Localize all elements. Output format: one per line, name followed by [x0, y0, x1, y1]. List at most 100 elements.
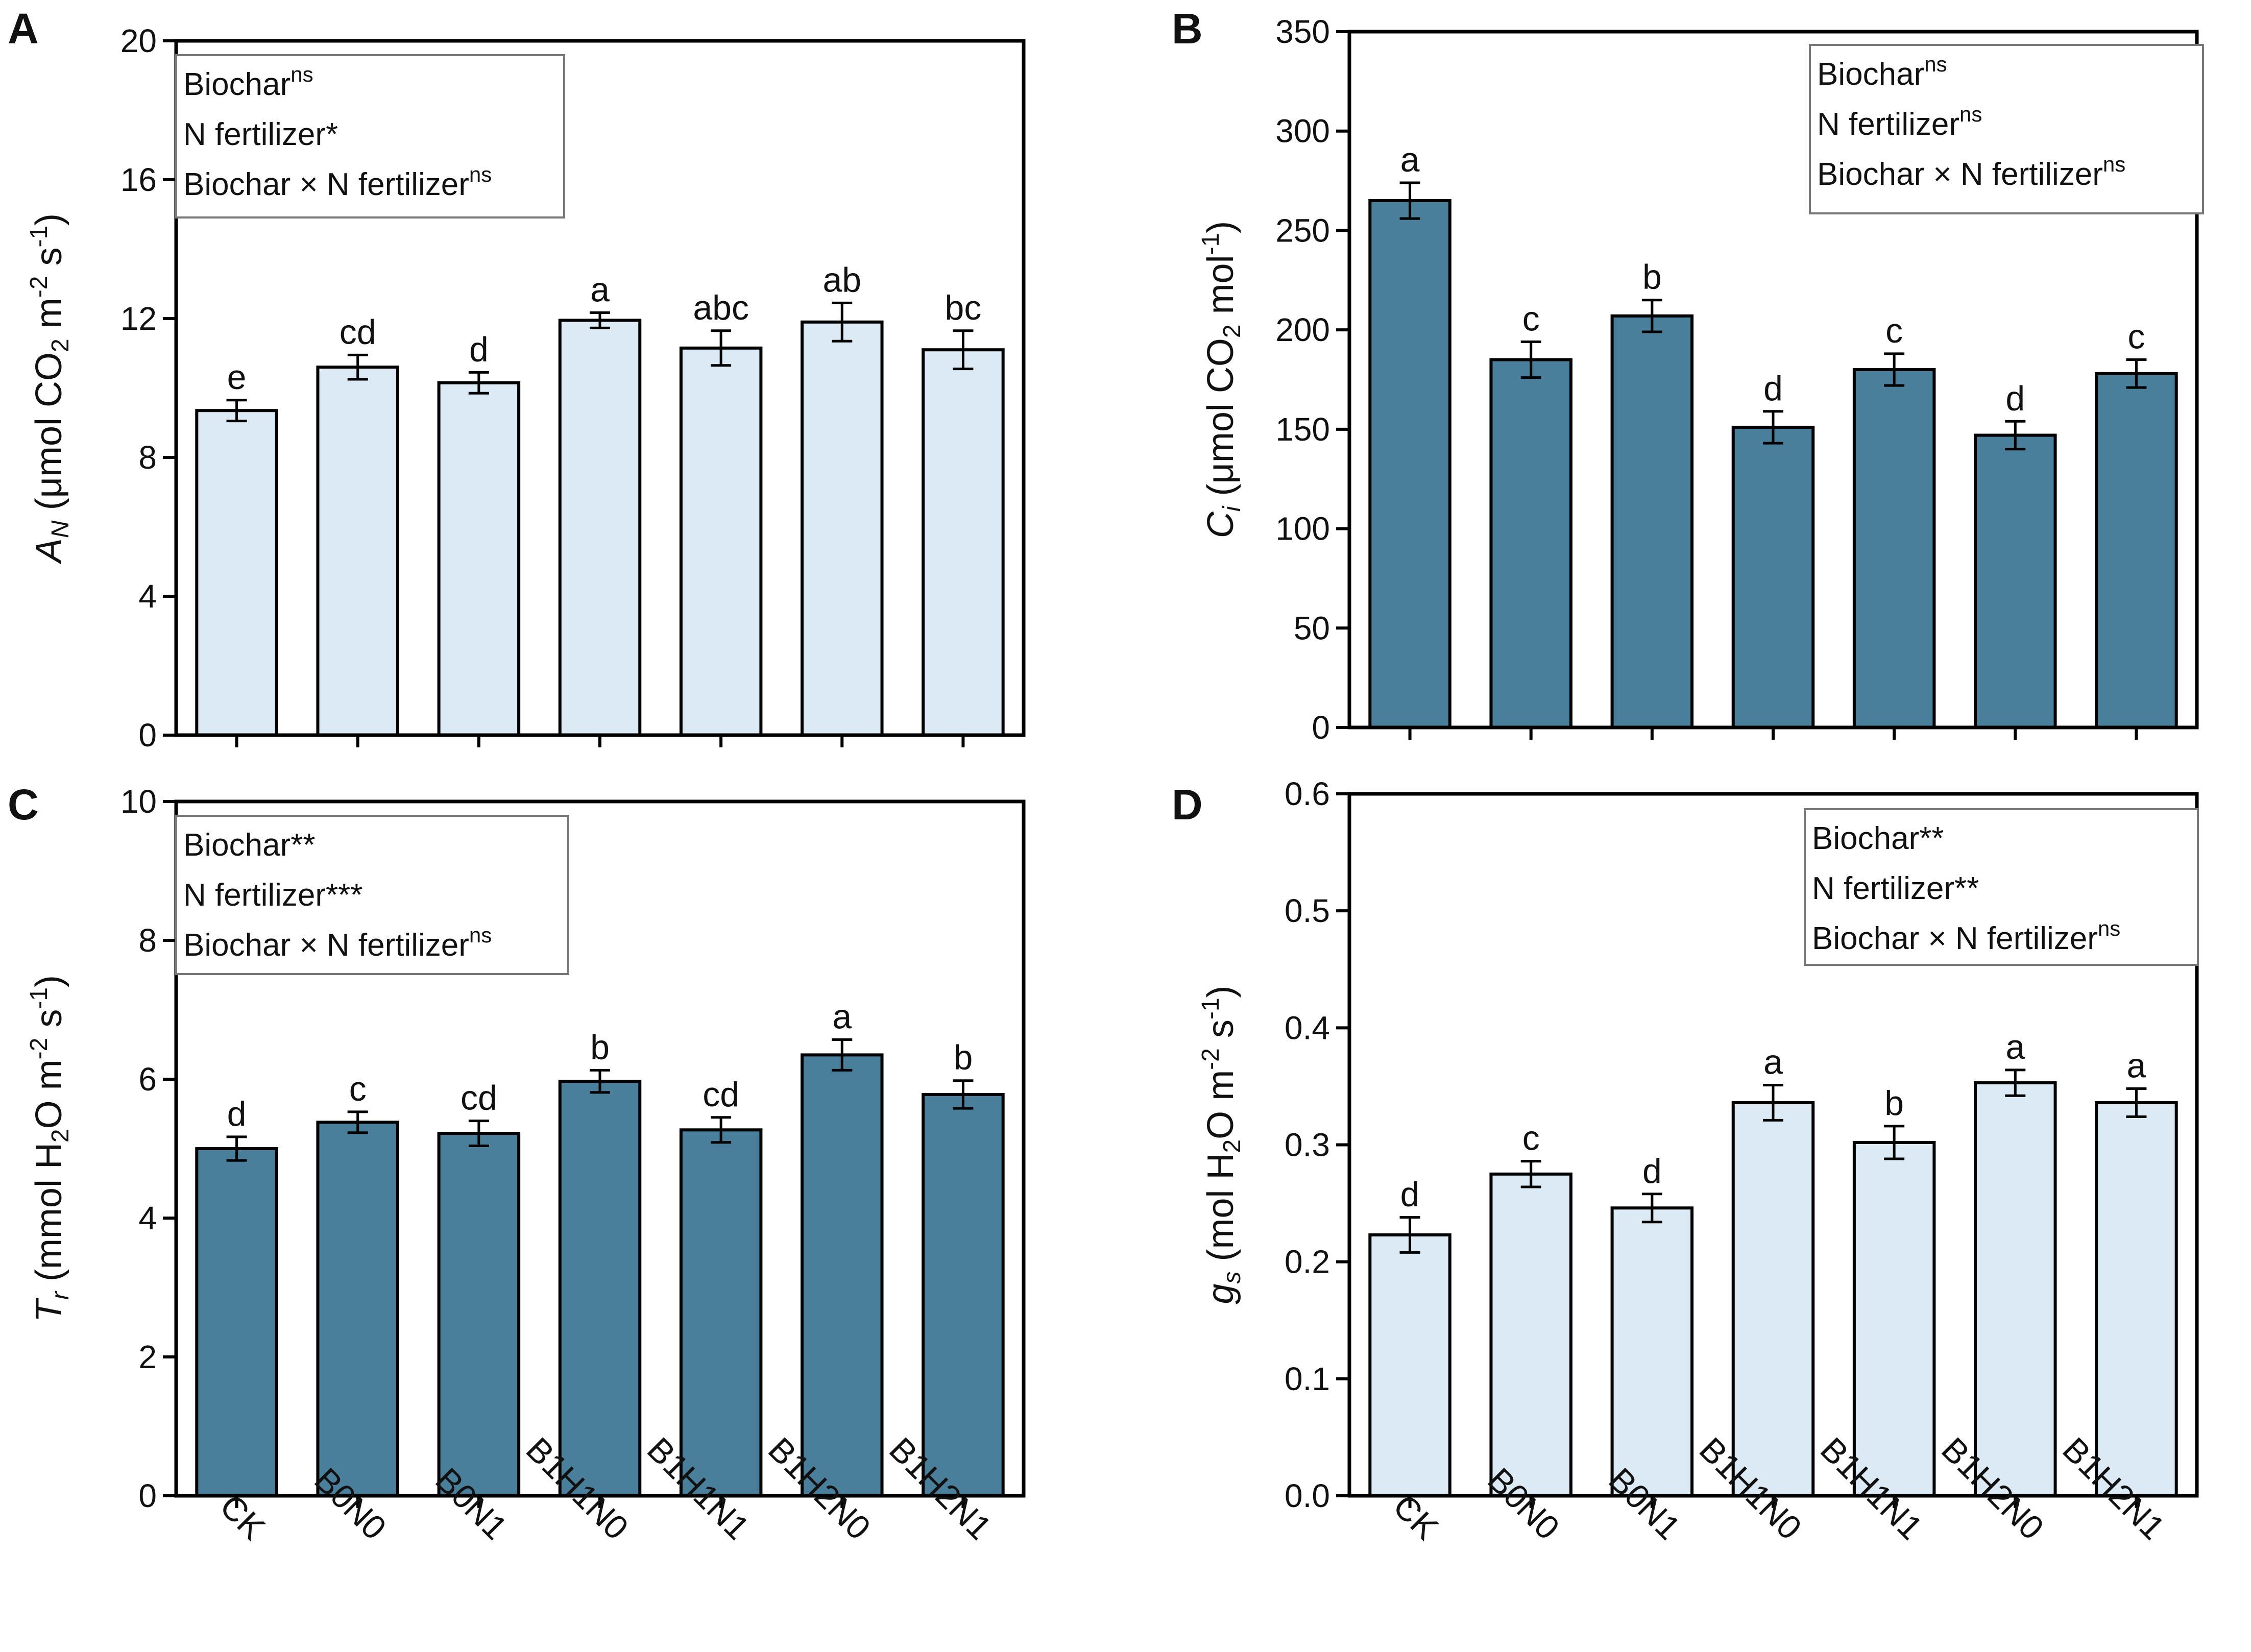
bar	[801, 320, 884, 737]
significance-letter: b	[954, 1038, 973, 1077]
y-tick-label: 8	[138, 922, 157, 959]
y-tick-label: 0	[138, 717, 157, 754]
panel-letter: A	[8, 5, 39, 53]
y-axis-title: AN (μmol CO2 m-2 s-1)	[26, 213, 74, 565]
y-tick-label: 0	[138, 1477, 157, 1514]
significance-letter: c	[2127, 318, 2145, 356]
significance-letter: a	[1763, 1043, 1783, 1082]
legend: Biocharns N fertilizer* Biochar × N fertil…	[175, 54, 565, 218]
bar	[558, 1080, 642, 1498]
bar	[1852, 1140, 1936, 1498]
legend-box	[175, 815, 569, 975]
bar	[1852, 368, 1936, 729]
bar	[1489, 358, 1572, 729]
significance-letter: c	[1522, 1119, 1540, 1158]
y-tick-label: 10	[120, 783, 157, 820]
significance-letter: a	[832, 997, 852, 1036]
bar	[437, 1132, 521, 1498]
bar	[1610, 314, 1694, 729]
legend-box	[175, 54, 565, 218]
significance-letter: d	[2005, 379, 2025, 418]
significance-letter: abc	[693, 288, 749, 327]
significance-letter: b	[590, 1028, 610, 1066]
significance-letter: a	[1400, 140, 1420, 179]
legend-line: Biocharns	[183, 62, 313, 102]
legend-line: N fertilizer***	[183, 878, 362, 913]
y-tick-label: 12	[120, 300, 157, 337]
y-tick-label: 4	[138, 578, 157, 615]
y-axis-title: Ci (μmol CO2 mol-1)	[1197, 221, 1246, 539]
legend: Biochar** N fertilizer*** Biochar × N fert…	[175, 815, 569, 975]
y-axis-title: Tr (mmol H2O m-2 s-1)	[26, 975, 74, 1322]
y-tick-label: 20	[120, 22, 157, 59]
significance-letter: d	[469, 330, 489, 369]
legend-line: N fertilizer**	[1812, 871, 1979, 906]
significance-letter: bc	[945, 288, 982, 327]
significance-letter: d	[227, 1095, 247, 1133]
y-tick-label: 0.5	[1285, 892, 1330, 929]
bar	[558, 319, 642, 737]
bar	[1731, 425, 1815, 729]
y-tick-label: 8	[138, 439, 157, 476]
y-tick-label: 150	[1275, 411, 1330, 448]
y-axis-title: gs (mol H2O m-2 s-1)	[1197, 985, 1246, 1304]
significance-letter: cd	[703, 1075, 739, 1114]
significance-letter: c	[1522, 300, 1540, 338]
panel-letter: C	[8, 781, 39, 829]
bar	[316, 1121, 399, 1498]
bar	[1368, 199, 1451, 729]
legend: Biocharns N fertilizerns Biochar × N ferti…	[1809, 44, 2204, 214]
bar	[1489, 1172, 1572, 1498]
bar	[1974, 1081, 2057, 1498]
bar	[2095, 372, 2178, 729]
significance-letter: cd	[340, 312, 376, 351]
y-tick-label: 4	[138, 1200, 157, 1236]
y-tick-label: 100	[1275, 511, 1330, 547]
significance-letter: b	[1642, 258, 1662, 297]
y-tick-label: 50	[1294, 610, 1330, 646]
panel-b: Ba c b d c d c 0 50 100 150 200 250 300 350 Ci (μmol CO…	[1172, 5, 2204, 746]
legend-line: N fertilizerns	[1817, 102, 1982, 142]
significance-letter: d	[1763, 369, 1783, 408]
legend-line: Biochar × N fertilizerns	[1817, 152, 2125, 192]
legend-line: Biochar × N fertilizerns	[1812, 916, 2120, 956]
y-tick-label: 0.6	[1285, 775, 1330, 812]
significance-letter: cd	[461, 1079, 497, 1117]
y-tick-label: 0.2	[1285, 1244, 1330, 1280]
significance-letter: a	[2127, 1047, 2146, 1085]
significance-letter: b	[1884, 1084, 1904, 1123]
legend-box	[1804, 808, 2199, 966]
y-tick-label: 250	[1275, 212, 1330, 249]
significance-letter: a	[2005, 1028, 2025, 1066]
legend-line: N fertilizer*	[183, 117, 338, 152]
bar	[801, 1053, 884, 1497]
bar	[922, 348, 1005, 737]
bar	[2095, 1101, 2178, 1497]
significance-letter: d	[1642, 1152, 1662, 1191]
significance-letter: a	[590, 270, 610, 309]
y-tick-label: 0.3	[1285, 1127, 1330, 1163]
bar	[1974, 433, 2057, 729]
y-tick-label: 200	[1275, 311, 1330, 348]
legend-line: Biochar**	[183, 828, 315, 863]
panel-a: Ae cd d a abc ab bc 0 4 8 12 16 20 AN (μmol CO2 m-2 s…	[8, 5, 1026, 754]
y-tick-label: 16	[120, 161, 157, 198]
y-tick-label: 0.0	[1285, 1477, 1330, 1514]
significance-letter: e	[227, 358, 247, 397]
y-tick-label: 0.4	[1285, 1009, 1330, 1046]
legend-line: Biochar × N fertilizerns	[183, 162, 492, 202]
bar	[679, 1128, 763, 1497]
bar	[195, 409, 278, 737]
bar	[922, 1092, 1005, 1497]
y-tick-label: 2	[138, 1339, 157, 1375]
legend-line: Biochar**	[1812, 821, 1944, 856]
bar	[1731, 1101, 1815, 1497]
legend-line: Biocharns	[1817, 52, 1947, 92]
bar	[316, 366, 399, 737]
y-tick-label: 350	[1275, 13, 1330, 50]
y-tick-label: 6	[138, 1061, 157, 1098]
bar	[1368, 1233, 1451, 1497]
